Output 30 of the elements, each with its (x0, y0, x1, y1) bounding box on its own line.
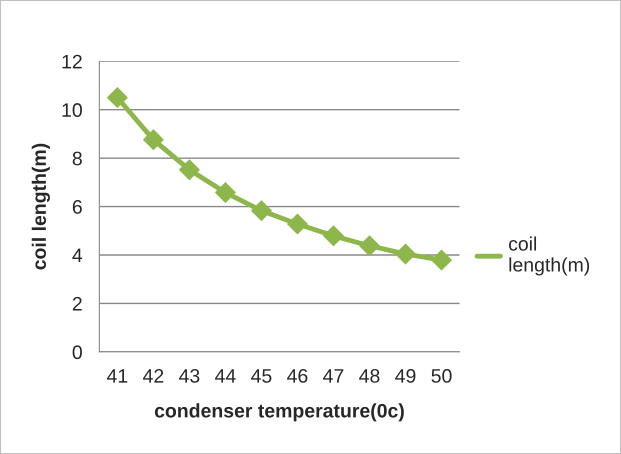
x-tick-label: 41 (107, 369, 128, 383)
y-tick-label: 4 (72, 248, 82, 262)
x-tick-label: 44 (215, 369, 236, 383)
x-tick-label: 48 (359, 369, 380, 383)
point (431, 250, 452, 270)
y-tick-label: 10 (62, 103, 82, 117)
x-tick-label: 45 (251, 369, 272, 383)
y-tick-label: 6 (72, 200, 82, 214)
point (395, 244, 416, 264)
point (179, 159, 200, 180)
y-tick-label: 2 (72, 296, 82, 310)
point (287, 214, 308, 234)
legend-label: coil length(m) (508, 236, 590, 276)
x-tick-label: 49 (395, 369, 416, 383)
x-tick-label: 42 (143, 369, 164, 383)
x-tick-label: 46 (287, 369, 308, 383)
point (215, 182, 236, 203)
x-tick-label: 43 (179, 369, 200, 383)
y-tick-label: 12 (62, 54, 82, 68)
point (143, 129, 164, 150)
y-tick-label: 0 (72, 345, 82, 360)
point (323, 226, 344, 246)
x-tick-label: 47 (323, 369, 344, 383)
point (251, 200, 272, 222)
point (107, 87, 128, 108)
y-axis-title: coil length(m) (32, 144, 50, 270)
y-tick-label: 8 (72, 152, 82, 166)
x-tick-label: 50 (431, 369, 452, 383)
x-axis-title: condenser temperature(0c) (154, 403, 404, 422)
point (359, 235, 380, 256)
